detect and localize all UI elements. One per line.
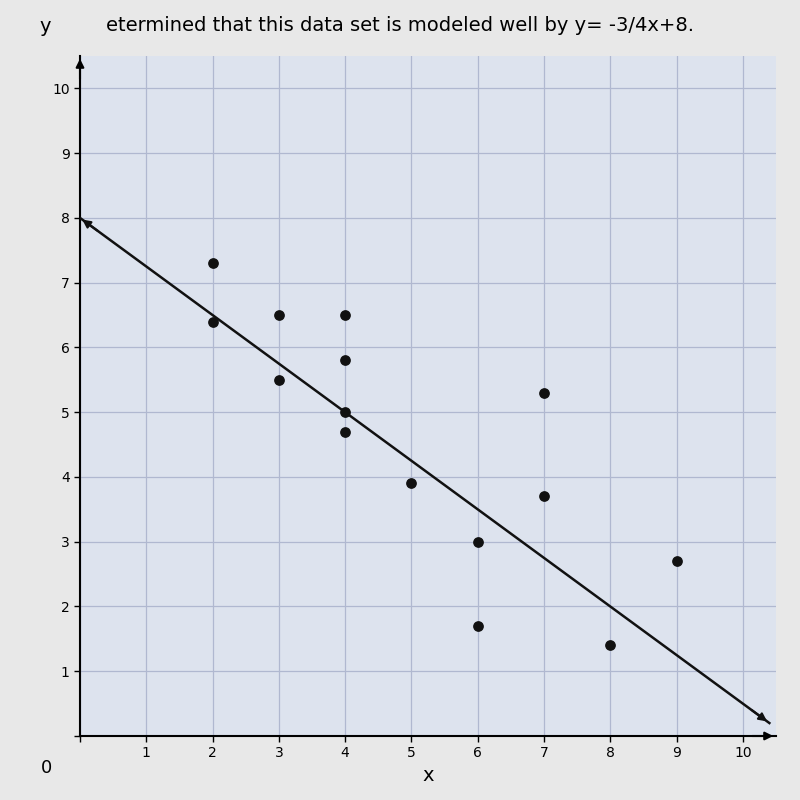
Point: [338, 309, 351, 322]
Point: [273, 374, 286, 386]
Point: [604, 639, 617, 652]
Point: [206, 315, 219, 328]
Point: [338, 406, 351, 418]
Point: [273, 309, 286, 322]
Text: 0: 0: [42, 759, 53, 778]
Point: [670, 554, 683, 567]
Point: [538, 386, 550, 399]
Point: [471, 619, 484, 632]
Y-axis label: y: y: [39, 17, 51, 35]
X-axis label: x: x: [422, 766, 434, 785]
Point: [338, 354, 351, 366]
Point: [405, 477, 418, 490]
Point: [471, 535, 484, 548]
Point: [538, 490, 550, 502]
Point: [338, 426, 351, 438]
Text: etermined that this data set is modeled well by y= -3/4x+8.: etermined that this data set is modeled …: [106, 16, 694, 35]
Point: [206, 257, 219, 270]
